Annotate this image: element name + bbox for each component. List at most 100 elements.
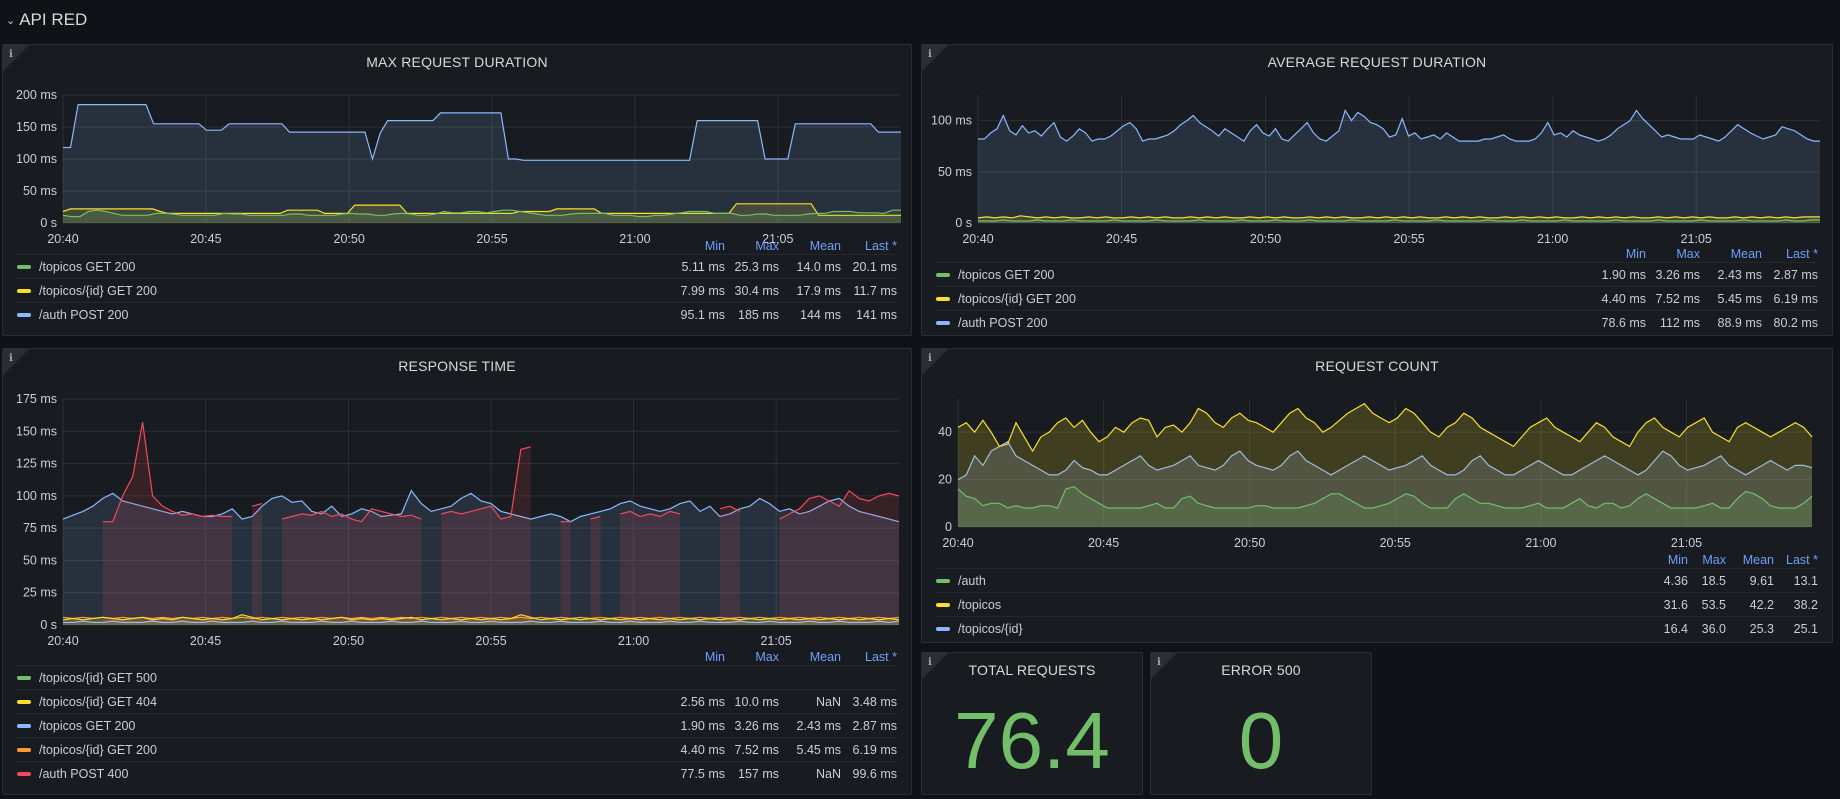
- info-icon[interactable]: i: [9, 49, 13, 60]
- legend-value-last: 20.1 ms: [852, 259, 897, 274]
- legend-item-topicos-id-get-500[interactable]: /topicos/{id} GET 500: [15, 665, 897, 689]
- legend-value-min: 31.6: [1663, 597, 1688, 612]
- legend-header-mean[interactable]: Mean: [1730, 247, 1762, 261]
- response-time-chart[interactable]: 0 s 25 ms 50 ms 75 ms 100 ms 125 ms 150 ms 175 …: [3, 349, 912, 654]
- panel-title[interactable]: ERROR 500: [1221, 662, 1301, 678]
- legend-item-topicos-get-200[interactable]: /topicos GET 200 5.11 ms 25.3 ms 14.0 ms 20.…: [15, 254, 897, 278]
- panel-request-count: i REQUEST COUNT 0 20 40 20:40 20:45 20:50 20:5…: [921, 348, 1833, 643]
- legend-value-min: 16.4: [1663, 621, 1688, 636]
- legend-item-topicos-id[interactable]: /topicos/{id} 16.4 36.0 25.3 25.1: [934, 616, 1818, 640]
- y-tick-label: 100 ms: [931, 114, 972, 128]
- legend-value-max: 3.26 ms: [734, 718, 779, 733]
- panel-title[interactable]: REQUEST COUNT: [1315, 358, 1439, 374]
- info-icon[interactable]: i: [928, 657, 932, 668]
- legend-series-name: /topicos/{id} GET 200: [958, 291, 1076, 306]
- legend-header-last[interactable]: Last *: [865, 239, 897, 253]
- row-title: API RED: [19, 10, 88, 29]
- legend-header: Min Max Mean Last *: [15, 238, 897, 254]
- series-line-auth: [957, 486, 1813, 509]
- max-request-duration-chart[interactable]: 0 s 50 ms 100 ms 150 ms 200 ms 20:40 20:45 20:5…: [3, 45, 912, 275]
- legend-item-topicos[interactable]: /topicos 31.6 53.5 42.2 38.2: [934, 592, 1818, 616]
- legend-value-last: 2.87 ms: [852, 718, 897, 733]
- info-icon[interactable]: i: [1157, 657, 1161, 668]
- legend-header-min[interactable]: Min: [704, 650, 725, 664]
- legend-header-min[interactable]: Min: [704, 239, 725, 253]
- legend-series-name: /topicos: [958, 597, 1002, 612]
- legend-header-mean[interactable]: Mean: [1742, 553, 1774, 567]
- series-line-topicos-id-get-404: [62, 614, 900, 621]
- legend-swatch: [17, 699, 31, 704]
- legend-header-mean[interactable]: Mean: [809, 650, 841, 664]
- legend-swatch: [17, 312, 31, 317]
- legend-header-max[interactable]: Max: [755, 650, 779, 664]
- legend-header-min[interactable]: Min: [1625, 247, 1646, 261]
- legend-value-mean: 17.9 ms: [796, 283, 841, 298]
- panel-title[interactable]: RESPONSE TIME: [398, 358, 516, 374]
- panel-response-time: i RESPONSE TIME 0 s 25 ms 50 ms 75 ms 100 ms…: [2, 348, 912, 795]
- panel-title[interactable]: TOTAL REQUESTS: [968, 662, 1096, 678]
- legend-value-min: 1.90 ms: [1601, 267, 1646, 282]
- legend-value-max: 7.52 ms: [734, 742, 779, 757]
- legend-average-request-duration: Min Max Mean Last * /topicos GET 200 1.90 ms 3…: [934, 246, 1818, 334]
- legend-swatch: [936, 626, 950, 631]
- legend-header-max[interactable]: Max: [755, 239, 779, 253]
- legend-header-last[interactable]: Last *: [865, 650, 897, 664]
- legend-value-max: 112 ms: [1659, 315, 1700, 330]
- request-count-chart[interactable]: 0 20 40 20:40 20:45 20:50 20:55 21:00 21:05: [922, 349, 1833, 559]
- legend-swatch: [936, 320, 950, 325]
- panel-title[interactable]: AVERAGE REQUEST DURATION: [1267, 54, 1487, 70]
- legend-header-last[interactable]: Last *: [1786, 247, 1818, 261]
- panel-error-500: i ERROR 500 0: [1150, 652, 1372, 795]
- x-tick-label: 20:40: [942, 536, 973, 550]
- legend-series-name: /topicos/{id} GET 200: [39, 742, 157, 757]
- info-icon[interactable]: i: [928, 353, 932, 364]
- legend-series-name: /auth POST 200: [958, 315, 1048, 330]
- y-tick-label: 100 ms: [16, 489, 57, 503]
- legend-swatch: [17, 747, 31, 752]
- legend-value-last: 38.2: [1793, 597, 1818, 612]
- series-line-topicos-id-get-200: [62, 203, 901, 216]
- legend-item-topicos-id-get-200[interactable]: /topicos/{id} GET 200 4.40 ms 7.52 ms 5.45 …: [15, 737, 897, 761]
- legend-item-topicos-get-200[interactable]: /topicos GET 200 1.90 ms 3.26 ms 2.43 ms 2.8…: [15, 713, 897, 737]
- row-header-api-red[interactable]: ⌄ API RED: [6, 8, 87, 32]
- legend-value-last: 2.87 ms: [1773, 267, 1818, 282]
- legend-swatch: [17, 288, 31, 293]
- legend-header-min[interactable]: Min: [1667, 553, 1688, 567]
- series-area-auth-post-400: [441, 446, 531, 625]
- series-line-auth-post-400: [281, 508, 422, 523]
- legend-item-auth[interactable]: /auth 4.36 18.5 9.61 13.1: [934, 568, 1818, 592]
- legend-item-topicos-get-200[interactable]: /topicos GET 200 1.90 ms 3.26 ms 2.43 ms 2.8…: [934, 262, 1818, 286]
- x-tick-label: 20:55: [475, 634, 506, 648]
- legend-header-max[interactable]: Max: [1702, 553, 1726, 567]
- legend-value-last: 3.48 ms: [852, 694, 897, 709]
- legend-header-max[interactable]: Max: [1676, 247, 1700, 261]
- legend-value-max: 30.4 ms: [734, 283, 779, 298]
- panel-corner: [1151, 653, 1177, 679]
- series-area-topicos-get-200: [63, 210, 901, 223]
- series-area-topicos-id-get-200: [63, 617, 899, 625]
- y-tick-label: 100 ms: [16, 152, 57, 166]
- average-request-duration-chart[interactable]: 0 s 50 ms 100 ms 20:40 20:45 20:50 20:55 21:00 2…: [922, 45, 1833, 275]
- legend-header-last[interactable]: Last *: [1786, 553, 1818, 567]
- legend-value-min: 7.99 ms: [680, 283, 725, 298]
- info-icon[interactable]: i: [9, 353, 13, 364]
- legend-item-topicos-id-get-200[interactable]: /topicos/{id} GET 200 4.40 ms 7.52 ms 5.45 …: [934, 286, 1818, 310]
- x-tick-label: 21:00: [619, 232, 650, 246]
- x-tick-label: 20:55: [1380, 536, 1411, 550]
- legend-value-last: 25.1: [1793, 621, 1818, 636]
- legend-item-auth-post-200[interactable]: /auth POST 200 78.6 ms 112 ms 88.9 ms 80.2 m…: [934, 310, 1818, 334]
- panel-corner: [922, 45, 948, 71]
- legend-item-topicos-id-get-404[interactable]: /topicos/{id} GET 404 2.56 ms 10.0 ms NaN 3.…: [15, 689, 897, 713]
- legend-item-topicos-id-get-200[interactable]: /topicos/{id} GET 200 7.99 ms 30.4 ms 17.9 …: [15, 278, 897, 302]
- legend-value-max: 3.26 ms: [1655, 267, 1700, 282]
- legend-item-auth-post-400[interactable]: /auth POST 400 77.5 ms 157 ms NaN 99.6 ms: [15, 761, 897, 785]
- legend-header-mean[interactable]: Mean: [809, 239, 841, 253]
- info-icon[interactable]: i: [928, 49, 932, 60]
- panel-title[interactable]: MAX REQUEST DURATION: [366, 54, 548, 70]
- x-tick-label: 21:05: [1681, 232, 1712, 246]
- legend-value-min: 2.56 ms: [680, 694, 725, 709]
- legend-value-max: 7.52 ms: [1655, 291, 1700, 306]
- legend-item-auth-post-200[interactable]: /auth POST 200 95.1 ms 185 ms 144 ms 141 ms: [15, 302, 897, 326]
- legend-swatch: [936, 272, 950, 277]
- series-area-auth: [958, 486, 1812, 527]
